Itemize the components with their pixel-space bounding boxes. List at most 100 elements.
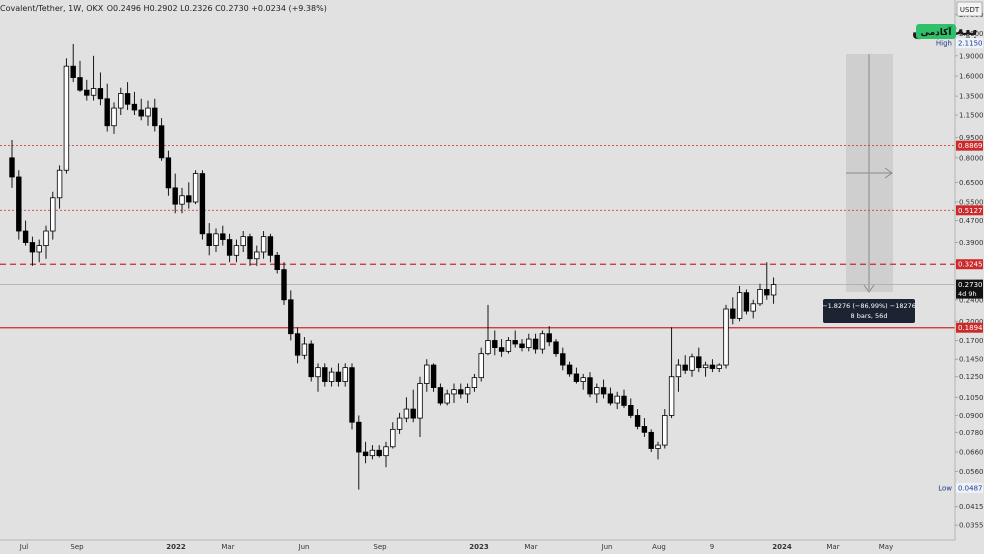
- candle: [192, 170, 199, 205]
- low-marker-label: Low: [938, 484, 952, 492]
- candle-body: [600, 387, 607, 395]
- candle-body: [172, 187, 178, 205]
- candle: [451, 383, 457, 404]
- candle: [716, 363, 722, 373]
- candle: [322, 363, 328, 387]
- candle: [396, 412, 403, 434]
- level-tag-label: 0.5127: [958, 207, 983, 215]
- price-tick-label: 0.2000: [959, 318, 984, 326]
- candle-body: [16, 176, 22, 232]
- measure-right-arrow-icon: [884, 167, 893, 179]
- candle: [267, 233, 274, 263]
- candle-body: [138, 109, 144, 117]
- candle-body: [709, 364, 716, 369]
- candle-body: [322, 367, 328, 382]
- candle-body: [22, 230, 29, 243]
- candle: [213, 228, 219, 252]
- candle-body: [594, 387, 600, 395]
- time-tick-label: Mar: [221, 543, 234, 551]
- candle-body: [417, 383, 423, 419]
- measure-info-box: [823, 299, 915, 323]
- candle: [587, 372, 593, 398]
- time-tick-label: 9: [710, 543, 714, 551]
- candle-body: [430, 364, 437, 388]
- candle-body: [546, 333, 552, 343]
- candle: [614, 391, 620, 410]
- candle: [179, 187, 185, 214]
- candle: [730, 297, 736, 325]
- candle-body: [104, 98, 110, 127]
- candle: [84, 79, 90, 101]
- price-tick-label: 0.1700: [959, 337, 984, 345]
- candle: [226, 233, 233, 263]
- last-price-tag: [956, 279, 983, 299]
- price-tick-label: 0.2400: [959, 296, 984, 304]
- candle: [165, 150, 172, 196]
- candle-body: [226, 239, 233, 256]
- candle-body: [390, 428, 396, 448]
- candle-body: [179, 195, 185, 205]
- candle: [696, 347, 702, 373]
- time-tick-label: Mar: [826, 543, 839, 551]
- candle-body: [84, 89, 90, 96]
- candle-body: [9, 157, 15, 178]
- candle-body: [464, 387, 471, 395]
- candle: [342, 363, 348, 387]
- candle: [9, 140, 15, 188]
- candle-body: [356, 421, 362, 453]
- candle-body: [124, 93, 131, 105]
- candle: [22, 220, 29, 246]
- candle-body: [498, 347, 505, 352]
- time-tick-label: 2023: [469, 543, 489, 551]
- candle-body: [77, 77, 83, 91]
- price-tick-label: 0.0415: [959, 503, 984, 511]
- candle: [553, 339, 559, 357]
- candle-body: [362, 451, 369, 457]
- candle: [260, 231, 267, 259]
- candle-body: [145, 107, 151, 117]
- time-axis[interactable]: Jul Sep 2022 Mar Jun Sep 2023 Mar Jun Aug 9 2024 Mar…: [19, 543, 893, 551]
- candle-body: [111, 107, 117, 127]
- candle: [50, 191, 56, 240]
- candle-body: [628, 405, 634, 416]
- candle: [145, 100, 151, 126]
- candle: [308, 340, 314, 382]
- candle: [689, 353, 695, 377]
- price-tick-label: 0.9500: [959, 134, 984, 142]
- candle-body: [376, 449, 382, 457]
- candle-body: [471, 377, 478, 388]
- level-tag: [956, 322, 983, 333]
- candle: [199, 170, 206, 240]
- candle: [668, 327, 675, 419]
- candle: [464, 383, 471, 404]
- candle-body: [342, 367, 348, 382]
- candle-body: [165, 157, 172, 189]
- price-tick-label: 0.0560: [959, 468, 984, 476]
- brand-logo: بیت پین آکادمی: [912, 20, 978, 40]
- currency-box[interactable]: [956, 1, 983, 17]
- candle: [430, 363, 437, 392]
- candle-body: [274, 254, 280, 271]
- candle-body: [668, 376, 675, 416]
- candle: [335, 363, 342, 387]
- candle: [77, 60, 83, 92]
- candle-body: [186, 195, 192, 203]
- candle: [376, 445, 382, 458]
- candle-body: [294, 333, 301, 356]
- candle: [70, 44, 76, 83]
- price-tick-label: 1.3500: [959, 93, 984, 101]
- candle-body: [267, 236, 274, 256]
- candle-body: [736, 292, 743, 319]
- level-tag: [956, 140, 983, 151]
- candle-body: [770, 284, 777, 296]
- candle-body: [36, 245, 42, 253]
- price-tick-label: 0.4700: [959, 217, 984, 225]
- candle: [709, 359, 716, 373]
- high-marker-label: High: [936, 40, 952, 48]
- candle-body: [131, 103, 138, 111]
- candle: [736, 285, 743, 322]
- candle: [63, 58, 70, 174]
- candle-body: [655, 444, 661, 449]
